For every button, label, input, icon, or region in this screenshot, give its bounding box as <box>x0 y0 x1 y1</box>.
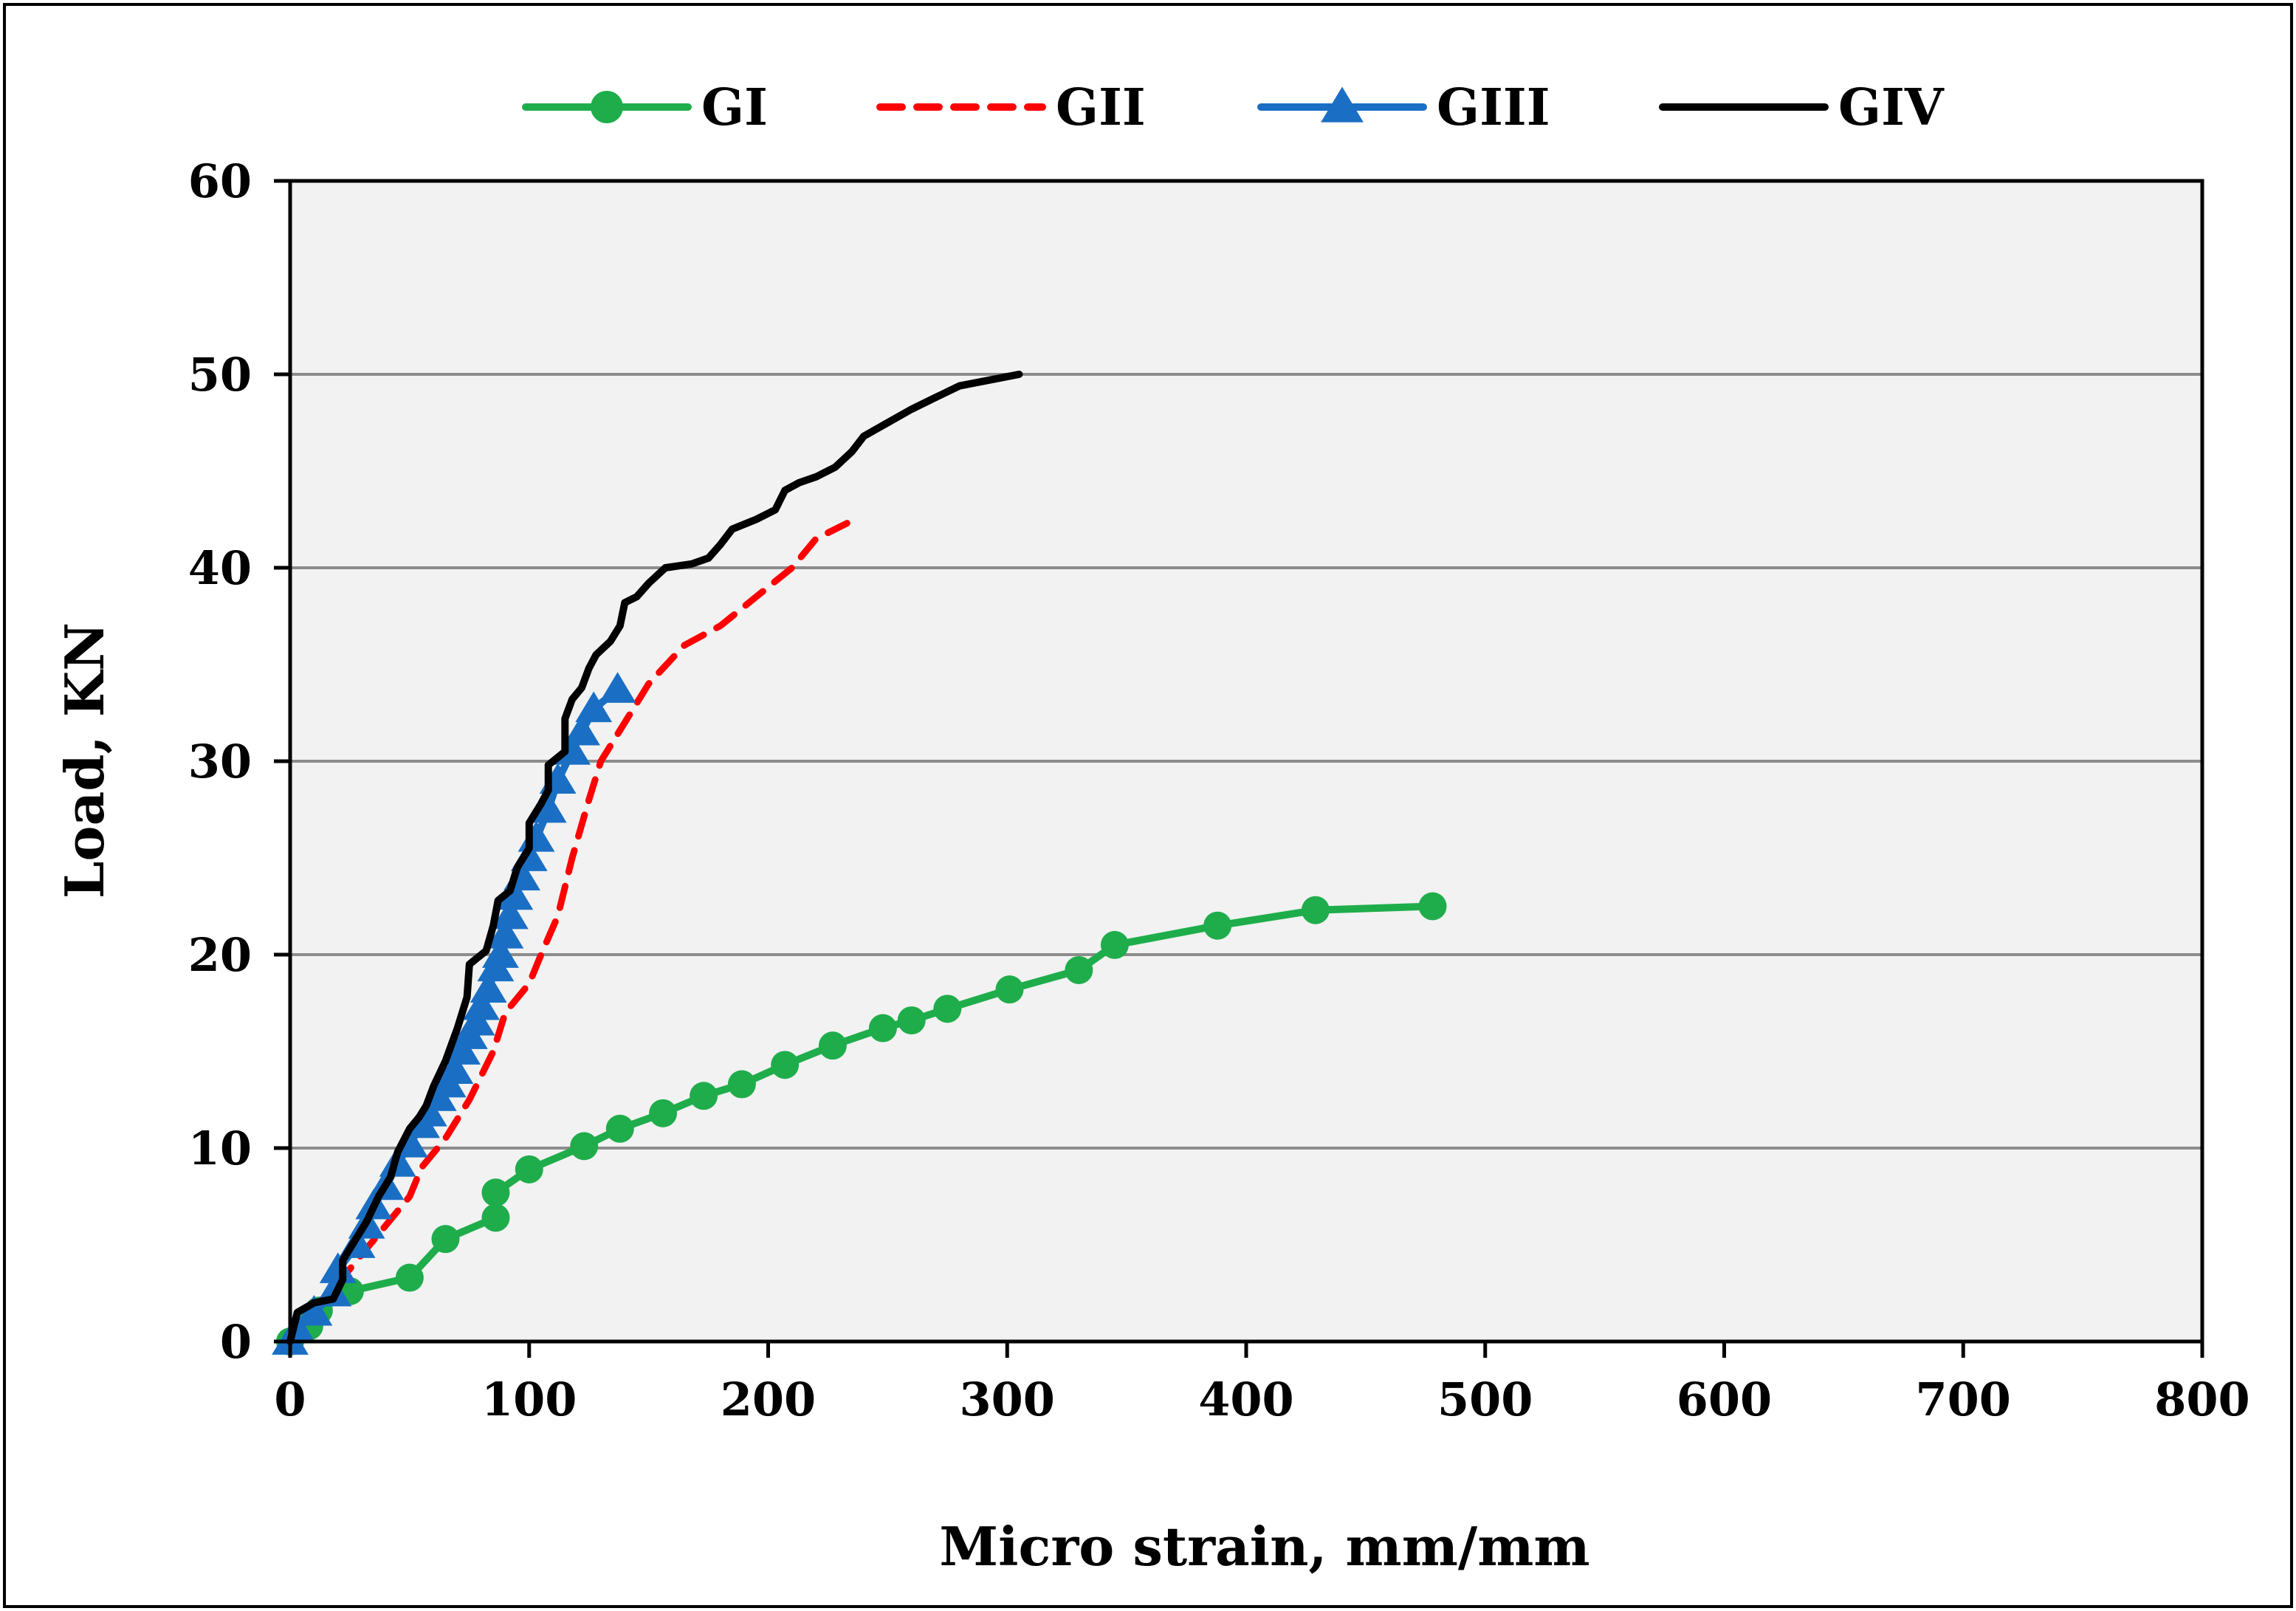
y-tick-label-50: 50 <box>188 348 252 402</box>
point-gi-4 <box>395 1263 424 1292</box>
point-gi-15 <box>818 1031 847 1060</box>
point-gi-7 <box>481 1178 510 1207</box>
x-tick-label-700: 700 <box>1916 1373 2011 1426</box>
point-giii-2 <box>295 1294 333 1326</box>
point-gi-19 <box>995 975 1024 1004</box>
point-gi-13 <box>727 1070 756 1099</box>
x-tick-labels: 0 100 200 300 400 500 600 700 800 <box>274 1373 2249 1426</box>
y-tick-label-0: 0 <box>220 1315 252 1369</box>
x-tick-label-300: 300 <box>960 1373 1055 1426</box>
point-giii-29 <box>529 791 567 823</box>
point-gi-9 <box>570 1132 599 1161</box>
point-giii-20 <box>470 972 507 1003</box>
point-gi-17 <box>897 1006 926 1035</box>
point-gi-20 <box>1065 955 1093 984</box>
legend-item-giii: GIII <box>1257 78 1550 137</box>
point-gi-24 <box>1418 892 1447 921</box>
x-axis-title: Micro strain, mm/mm <box>939 1515 1589 1578</box>
legend-label-giii: GIII <box>1437 78 1550 137</box>
point-giii-33 <box>575 691 613 723</box>
axes <box>274 179 2204 1358</box>
point-gi-16 <box>868 1014 897 1042</box>
legend-label-gi: GI <box>701 78 768 137</box>
y-tick-labels: 0 10 20 30 40 50 60 <box>188 154 252 1369</box>
point-gi-14 <box>771 1051 800 1079</box>
x-tick-label-0: 0 <box>274 1373 306 1426</box>
point-gi-11 <box>649 1099 678 1127</box>
series-line-giv <box>286 371 1023 1345</box>
point-giii-25 <box>496 879 534 910</box>
point-giii-19 <box>463 989 500 1020</box>
point-gi-21 <box>1100 930 1129 959</box>
point-giii-23 <box>487 918 524 949</box>
legend-marker-giii <box>1321 86 1364 123</box>
point-gi-22 <box>1203 911 1232 940</box>
point-giii-32 <box>563 714 600 746</box>
y-tick-label-40: 40 <box>188 541 252 595</box>
point-gi-5 <box>431 1225 460 1254</box>
legend-item-gii: GII <box>876 78 1146 137</box>
x-tick-label-200: 200 <box>721 1373 816 1426</box>
y-tick-label-20: 20 <box>188 928 252 982</box>
legend-item-gi: GI <box>522 78 768 137</box>
legend-label-giv: GIV <box>1838 78 1945 137</box>
y-axis-title: Load, KN <box>53 622 116 899</box>
series-giv <box>286 371 1023 1345</box>
point-giii-18 <box>458 1004 495 1036</box>
y-tick-label-10: 10 <box>188 1121 252 1175</box>
x-tick-label-400: 400 <box>1198 1373 1293 1426</box>
legend-item-giv: GIV <box>1659 78 1945 137</box>
y-tick-label-30: 30 <box>188 735 252 789</box>
legend-label-gii: GII <box>1056 78 1146 137</box>
x-tick-label-600: 600 <box>1677 1373 1772 1426</box>
point-gi-12 <box>690 1082 718 1110</box>
point-giii-15 <box>436 1053 474 1085</box>
y-tick-label-60: 60 <box>188 154 252 208</box>
x-tick-label-500: 500 <box>1437 1373 1533 1426</box>
x-tick-label-100: 100 <box>481 1373 577 1426</box>
point-giii-24 <box>491 898 529 930</box>
point-giii-34 <box>599 672 636 703</box>
point-gi-10 <box>605 1114 634 1143</box>
series-layer <box>272 371 1447 1356</box>
point-giii-4 <box>319 1252 357 1283</box>
point-giii-16 <box>444 1034 481 1065</box>
gridlines <box>290 373 2202 1150</box>
point-gi-8 <box>515 1155 543 1184</box>
point-gi-6 <box>481 1203 510 1232</box>
legend: GI GII GIII GIV <box>522 78 1945 137</box>
legend-marker-gi <box>591 91 623 123</box>
point-gi-18 <box>933 995 962 1023</box>
point-giii-22 <box>481 937 519 968</box>
x-tick-label-800: 800 <box>2154 1373 2249 1426</box>
point-gi-23 <box>1301 896 1330 924</box>
